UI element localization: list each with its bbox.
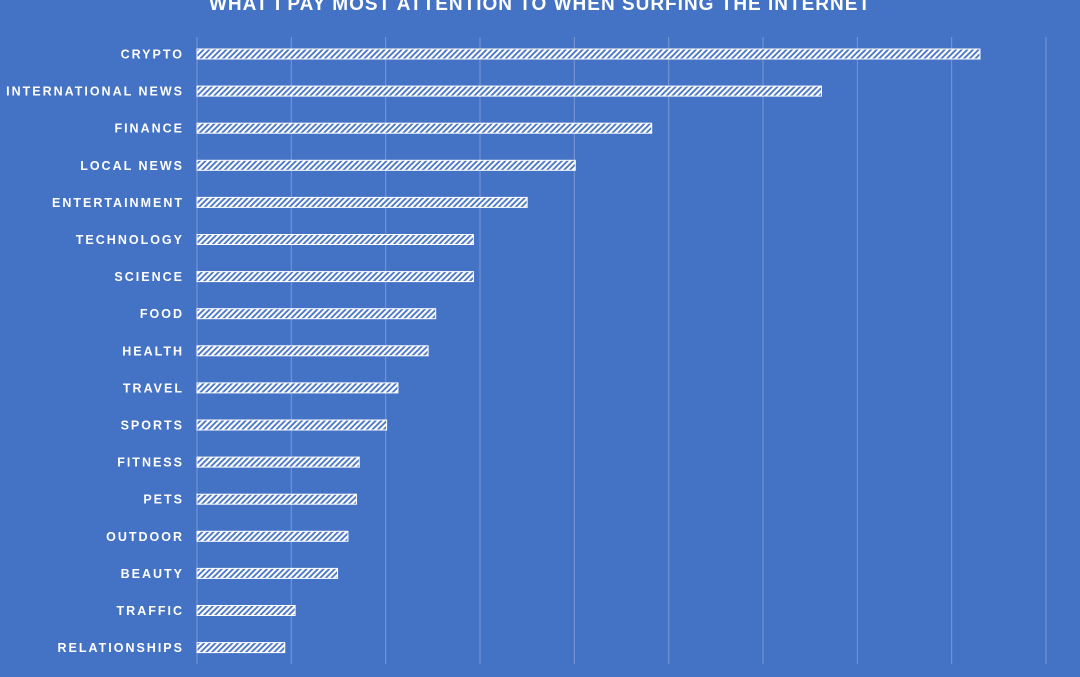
bar [196,196,528,208]
bar [196,345,429,357]
category-label: BEAUTY [121,567,184,581]
category-label: HEALTH [122,344,184,358]
category-label: TRAVEL [123,381,184,395]
bar [196,85,822,97]
category-label: SCIENCE [114,270,184,284]
category-label: TECHNOLOGY [76,233,184,247]
category-label: LOCAL NEWS [80,159,184,173]
bar [196,234,474,245]
bar [196,605,296,616]
category-label: CRYPTO [121,48,184,62]
category-label: FINANCE [114,122,184,136]
bar [196,271,474,283]
category-label: FITNESS [117,456,184,470]
chart-title: WHAT I PAY MOST ATTENTION TO WHEN SURFIN… [209,0,871,15]
bar [196,493,357,505]
bar [196,419,388,431]
bar [196,382,399,394]
bars [196,48,981,654]
category-labels: CRYPTO INTERNATIONAL NEWS FINANCE LOCAL NEW… [6,48,184,656]
category-label: OUTDOOR [106,530,184,544]
category-label: FOOD [140,307,184,321]
bar [196,530,349,542]
category-label: SPORTS [121,419,184,433]
category-label: ENTERTAINMENT [52,196,184,210]
category-label: TRAFFIC [117,604,184,618]
bar [196,48,981,60]
bar [196,122,653,134]
bar [196,308,437,320]
bar [196,159,576,171]
bar [196,456,360,468]
category-label: INTERNATIONAL NEWS [6,85,184,99]
bar [196,642,286,654]
category-label: RELATIONSHIPS [58,641,184,655]
bar [196,567,339,579]
gridlines [196,37,1047,664]
category-label: PETS [143,493,184,507]
